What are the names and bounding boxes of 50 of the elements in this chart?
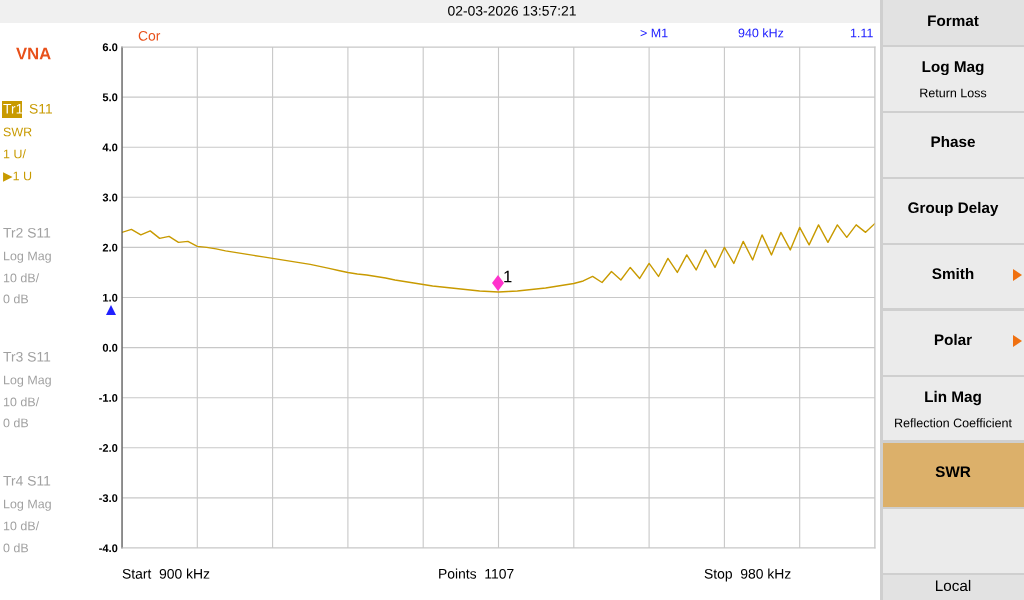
annotation: 1	[504, 270, 512, 283]
text: Return Loss	[920, 88, 987, 98]
y-tick-label: -4.0	[99, 544, 118, 553]
text: Log Mag	[4, 499, 51, 511]
text: ▶1 U	[3, 171, 32, 182]
text: Lin Mag	[925, 390, 981, 406]
text: 10 dB/	[3, 273, 40, 283]
text: Log Mag	[922, 61, 984, 76]
y-tick-label: -1.0	[99, 393, 118, 402]
line-series	[122, 222, 875, 293]
text: 10 dB/	[3, 521, 40, 531]
text: Group Delay	[908, 201, 999, 217]
text: Log Mag	[4, 375, 51, 387]
text: Tr4 S11	[3, 475, 51, 486]
text: SWR	[3, 127, 32, 137]
text: Start 900 kHz	[122, 568, 210, 579]
text: Points 1107	[439, 568, 514, 579]
text: Local	[935, 579, 971, 592]
text: Smith	[932, 267, 974, 280]
text: Tr3 S11	[3, 351, 51, 362]
text: Tr1	[3, 104, 23, 114]
y-tick-label: 4.0	[102, 143, 118, 152]
text: 940 kHz	[738, 28, 784, 38]
text: Reflection Coefficient	[895, 418, 1012, 428]
y-tick-label: 0.0	[102, 343, 118, 352]
text: S11	[29, 103, 53, 114]
text: Log Mag	[4, 251, 51, 263]
y-tick-label: 2.0	[102, 243, 118, 252]
text: 0 dB	[3, 294, 29, 304]
text: Cor	[138, 30, 161, 41]
text: 10 dB/	[3, 397, 40, 407]
y-tick-label: 1.0	[103, 293, 118, 302]
text: 0 dB	[3, 543, 29, 553]
y-tick-label: 5.0	[102, 93, 118, 102]
y-tick-label: -3.0	[99, 494, 118, 503]
y-tick-label: 3.0	[102, 193, 118, 202]
text: Format	[928, 15, 979, 27]
text: > M1	[640, 28, 668, 38]
y-tick-label: -2.0	[99, 444, 118, 452]
text: Stop 980 kHz	[704, 568, 791, 582]
text: SWR	[935, 466, 971, 478]
text: 1.11	[850, 28, 873, 38]
text: Tr2 S11	[3, 227, 51, 238]
y-tick-label: 6.0	[102, 43, 118, 52]
text: 1 U/	[3, 149, 26, 159]
text: 0 dB	[3, 418, 29, 428]
text: Phase	[931, 135, 975, 148]
text: Polar	[934, 333, 972, 346]
text: 02-03-2026 13:57:21	[448, 5, 576, 16]
text: VNA	[16, 47, 51, 60]
